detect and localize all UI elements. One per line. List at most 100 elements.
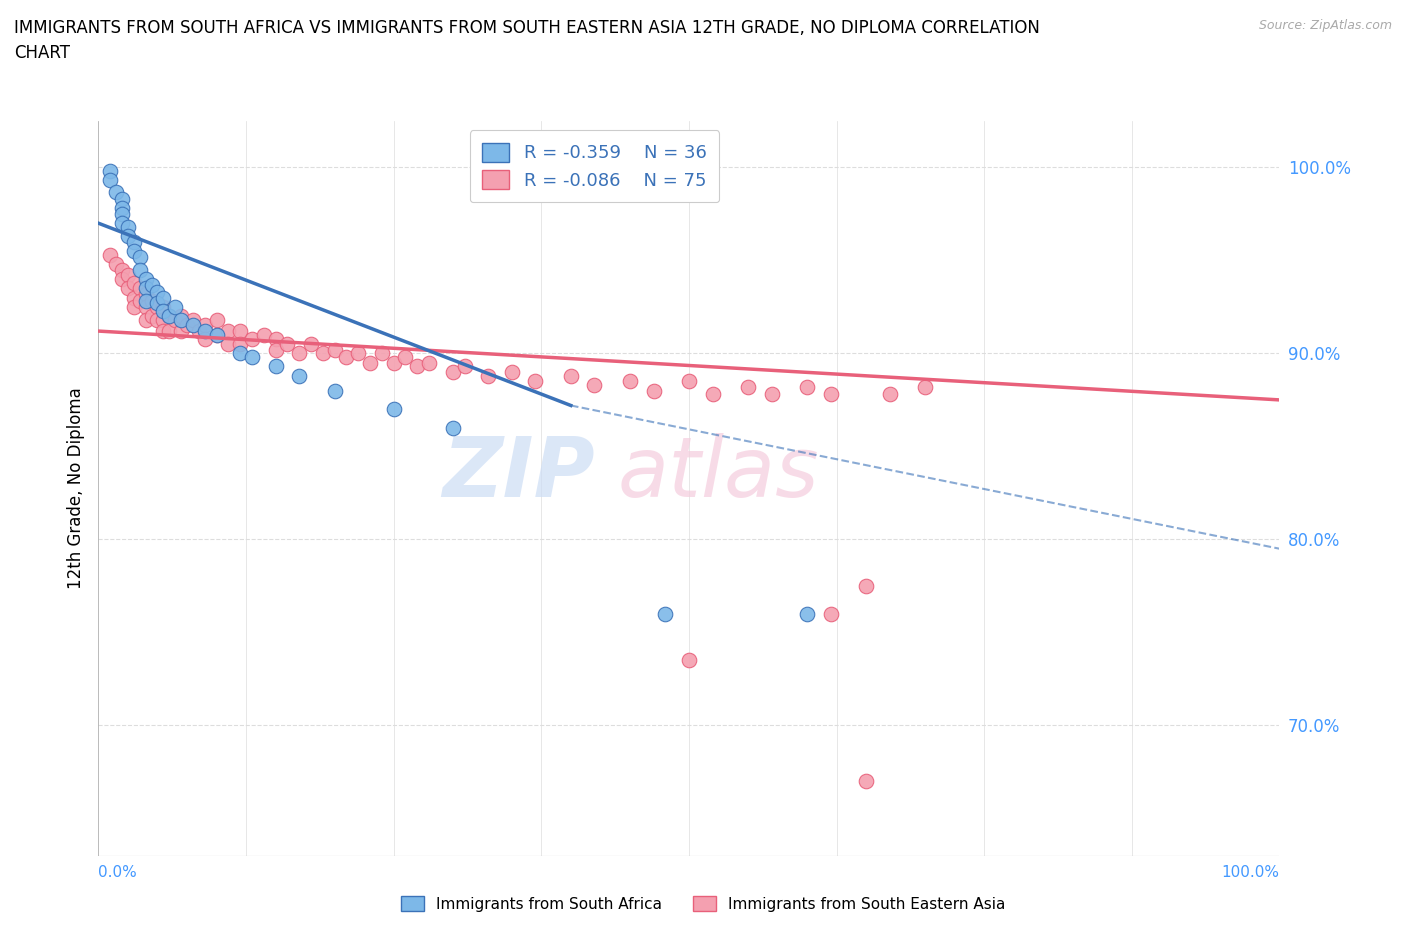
Point xyxy=(141,309,163,324)
Point xyxy=(229,324,252,339)
Point xyxy=(181,312,204,327)
Point xyxy=(135,294,157,309)
Y-axis label: 12th Grade, No Diploma: 12th Grade, No Diploma xyxy=(66,388,84,589)
Point xyxy=(205,327,228,342)
Point xyxy=(135,272,157,286)
Point xyxy=(135,312,157,327)
Point xyxy=(560,368,582,383)
Text: 100.0%: 100.0% xyxy=(1222,865,1279,880)
Point xyxy=(347,346,370,361)
Point xyxy=(165,312,187,327)
Point xyxy=(583,378,606,392)
Point xyxy=(170,324,193,339)
Text: 0.0%: 0.0% xyxy=(98,865,138,880)
Point xyxy=(253,327,276,342)
Point xyxy=(441,420,464,435)
Point xyxy=(855,578,877,593)
Point xyxy=(194,324,217,339)
Point xyxy=(229,337,252,352)
Point xyxy=(98,247,121,262)
Point xyxy=(152,324,174,339)
Point xyxy=(323,383,346,398)
Point xyxy=(820,606,842,621)
Point xyxy=(501,365,523,379)
Point xyxy=(335,350,357,365)
Legend: R = -0.359    N = 36, R = -0.086    N = 75: R = -0.359 N = 36, R = -0.086 N = 75 xyxy=(470,130,720,202)
Point xyxy=(176,318,198,333)
Point xyxy=(323,342,346,357)
Point xyxy=(312,346,335,361)
Point xyxy=(205,312,228,327)
Point xyxy=(152,290,174,305)
Point xyxy=(796,379,818,394)
Point xyxy=(111,192,134,206)
Point xyxy=(382,355,405,370)
Point xyxy=(111,206,134,221)
Point xyxy=(146,299,169,314)
Point xyxy=(146,285,169,299)
Point xyxy=(146,296,169,311)
Point xyxy=(441,365,464,379)
Point xyxy=(264,331,287,346)
Text: Source: ZipAtlas.com: Source: ZipAtlas.com xyxy=(1258,19,1392,32)
Point xyxy=(170,309,193,324)
Point xyxy=(264,342,287,357)
Point xyxy=(879,387,901,402)
Point xyxy=(98,164,121,179)
Point xyxy=(111,201,134,216)
Point xyxy=(187,324,209,339)
Point xyxy=(157,309,180,324)
Point xyxy=(170,312,193,327)
Point xyxy=(117,281,139,296)
Point xyxy=(264,359,287,374)
Point xyxy=(678,374,700,389)
Point xyxy=(643,383,665,398)
Point xyxy=(453,359,475,374)
Point xyxy=(117,229,139,244)
Point xyxy=(152,312,174,327)
Point xyxy=(418,355,440,370)
Point xyxy=(820,387,842,402)
Point xyxy=(299,337,322,352)
Point xyxy=(128,262,150,277)
Point xyxy=(135,299,157,314)
Point xyxy=(761,387,783,402)
Point xyxy=(105,184,128,199)
Point xyxy=(737,379,759,394)
Point xyxy=(128,249,150,264)
Point xyxy=(111,216,134,231)
Point xyxy=(128,281,150,296)
Point xyxy=(117,268,139,283)
Point xyxy=(111,262,134,277)
Point xyxy=(240,331,263,346)
Point xyxy=(205,327,228,342)
Point xyxy=(406,359,429,374)
Point xyxy=(855,774,877,789)
Point xyxy=(157,324,180,339)
Point xyxy=(152,299,174,314)
Text: ZIP: ZIP xyxy=(441,433,595,514)
Text: IMMIGRANTS FROM SOUTH AFRICA VS IMMIGRANTS FROM SOUTH EASTERN ASIA 12TH GRADE, N: IMMIGRANTS FROM SOUTH AFRICA VS IMMIGRAN… xyxy=(14,19,1040,61)
Point xyxy=(122,244,145,259)
Point xyxy=(105,257,128,272)
Point xyxy=(240,350,263,365)
Point xyxy=(122,234,145,249)
Point xyxy=(98,173,121,188)
Point xyxy=(702,387,724,402)
Point xyxy=(229,346,252,361)
Text: atlas: atlas xyxy=(619,433,820,514)
Point xyxy=(111,272,134,286)
Point xyxy=(122,299,145,314)
Point xyxy=(165,299,187,314)
Point xyxy=(152,303,174,318)
Point xyxy=(217,337,239,352)
Point xyxy=(382,402,405,417)
Point xyxy=(276,337,298,352)
Point xyxy=(394,350,416,365)
Point xyxy=(288,346,311,361)
Point xyxy=(654,606,676,621)
Point xyxy=(122,290,145,305)
Point xyxy=(157,309,180,324)
Point xyxy=(217,324,239,339)
Point xyxy=(678,653,700,668)
